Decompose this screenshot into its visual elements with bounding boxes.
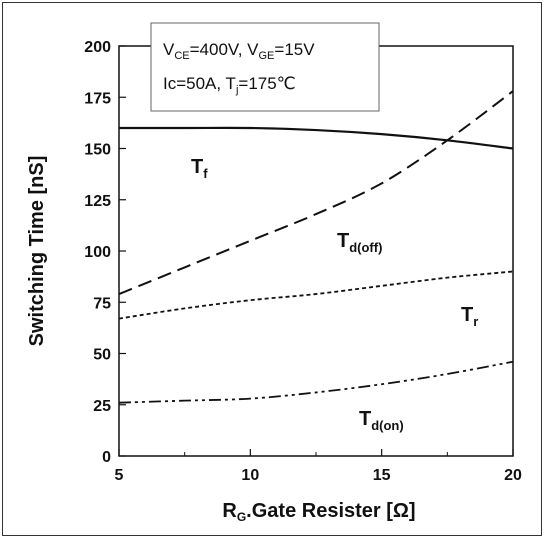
x-tick-label: 10 [241,467,259,484]
chart-frame: VCE=400V, VGE=15V Ic=50A, Tj=175℃ 0 25 50 7… [2,2,542,536]
series-line-td-on [118,360,514,404]
conditions-line-1: VCE=400V, VGE=15V [163,40,315,62]
y-tick-label: 100 [84,244,111,261]
series-line-tf [118,126,514,150]
switching-time-chart: VCE=400V, VGE=15V Ic=50A, Tj=175℃ 0 25 50 7… [26,22,522,524]
y-tick-label: 75 [93,295,111,312]
x-tick-label: 20 [504,467,522,484]
conditions-line-2: Ic=50A, Tj=175℃ [163,74,296,96]
y-tick-label: 125 [84,193,111,210]
y-tick-label: 150 [84,142,111,159]
y-tick-label: 200 [84,39,111,56]
y-tick-label: 25 [93,398,111,415]
y-axis-title: Switching Time [nS] [26,156,48,347]
y-tick-label: 175 [84,90,111,107]
series-line-tr [118,270,514,320]
series-label-tr: Tr [461,304,478,329]
x-axis-title: RG.Gate Resister [Ω] [222,500,415,524]
series-label-td-off: Td(off) [337,230,382,255]
series-label-td-on: Td(on) [359,408,404,433]
x-tick-label: 5 [115,467,124,484]
series-label-tf: Tf [191,156,208,181]
series-line-td-off [118,90,514,295]
y-tick-label: 0 [102,449,111,466]
series-layer [118,90,514,404]
conditions-box: VCE=400V, VGE=15V Ic=50A, Tj=175℃ [150,22,380,112]
x-tick-label: 15 [373,467,391,484]
y-tick-label: 50 [93,347,111,364]
tick-layer: 0 25 50 75 100 125 150 175 200 5 10 15 20 [84,39,522,484]
